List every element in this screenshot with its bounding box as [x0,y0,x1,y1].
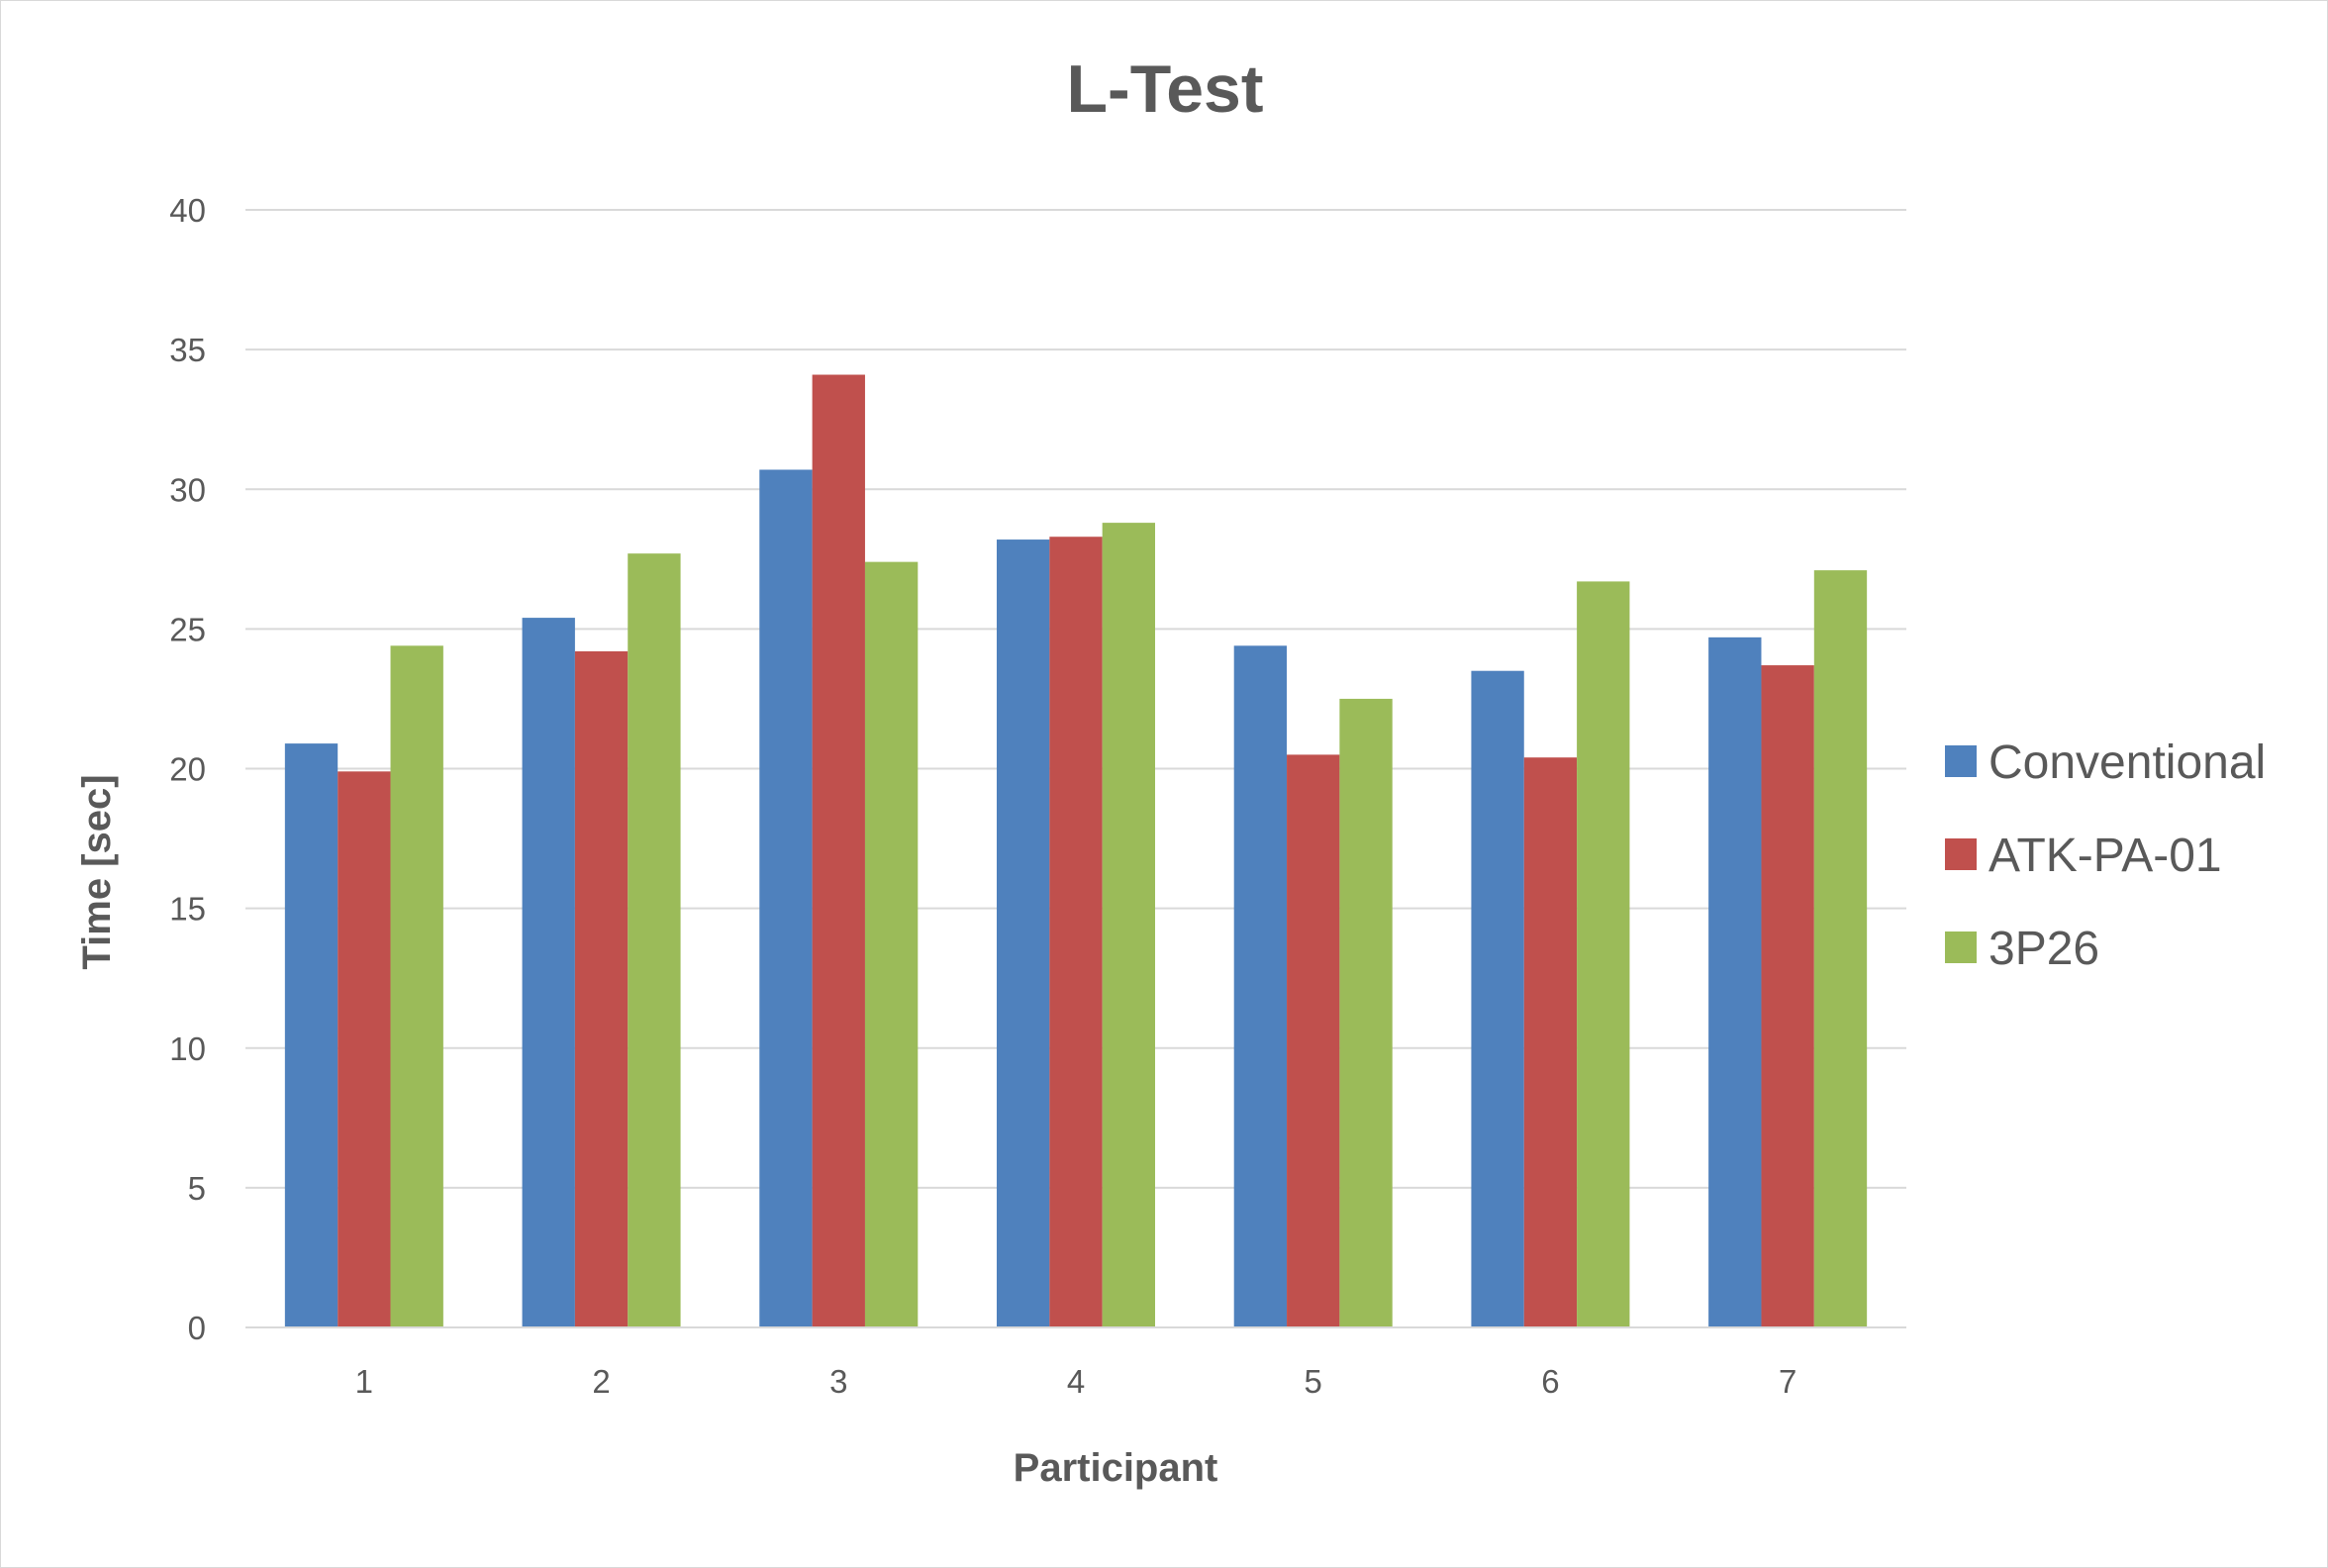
x-tick-label: 2 [592,1363,610,1400]
y-tick-label: 20 [169,751,206,788]
x-tick-label: 4 [1067,1363,1085,1400]
legend-swatch [1945,745,1977,777]
bar-conventional-participant-7 [1708,637,1762,1327]
bar-atk-pa-01-participant-2 [574,650,629,1327]
y-tick-label: 10 [169,1030,206,1067]
y-tick-label: 35 [169,332,206,368]
bar-3p26-participant-3 [864,561,919,1327]
legend-label: ATK-PA-01 [1988,830,2222,882]
y-tick-label: 40 [169,192,206,229]
bar-3p26-participant-7 [1813,570,1868,1327]
bar-3p26-participant-1 [390,645,443,1327]
x-tick-label: 1 [355,1363,373,1400]
x-tick-label: 5 [1305,1363,1322,1400]
bar-atk-pa-01-participant-7 [1761,665,1814,1327]
chart-title: L-Test [1067,51,1264,127]
legend-label: Conventional [1988,736,2266,789]
bar-atk-pa-01-participant-5 [1287,754,1340,1327]
bar-conventional-participant-1 [284,743,339,1327]
legend-label: 3P26 [1988,923,2099,975]
y-axis-ticks: 0 5 10 15 20 25 30 35 40 [169,192,206,1346]
bar-3p26-participant-4 [1102,523,1156,1327]
x-tick-label: 6 [1541,1363,1559,1400]
bar-atk-pa-01-participant-6 [1523,757,1578,1327]
legend-swatch [1945,931,1977,963]
bar-3p26-participant-2 [628,553,681,1327]
bar-3p26-participant-5 [1339,698,1393,1327]
legend-swatch [1945,838,1977,870]
y-tick-label: 30 [169,471,206,508]
bar-conventional-participant-4 [996,539,1050,1327]
x-axis-title: Participant [1014,1446,1218,1490]
bar-conventional-participant-2 [522,618,575,1327]
y-tick-label: 0 [188,1310,206,1346]
bar-conventional-participant-3 [759,469,813,1327]
y-axis-title: Time [sec] [75,774,119,969]
y-tick-label: 15 [169,891,206,928]
bars [284,374,1868,1328]
x-tick-label: 3 [829,1363,847,1400]
y-tick-label: 5 [188,1170,206,1207]
y-tick-label: 25 [169,611,206,647]
legend: Conventional ATK-PA-01 3P26 [1945,736,2266,975]
bar-conventional-participant-6 [1471,670,1524,1327]
x-tick-label: 7 [1779,1363,1796,1400]
bar-3p26-participant-6 [1577,581,1630,1327]
bar-atk-pa-01-participant-4 [1049,537,1103,1327]
bar-conventional-participant-5 [1233,645,1288,1327]
x-axis-ticks: 1 2 3 4 5 6 7 [355,1363,1797,1400]
bar-atk-pa-01-participant-3 [812,374,865,1328]
bar-atk-pa-01-participant-1 [338,771,391,1327]
